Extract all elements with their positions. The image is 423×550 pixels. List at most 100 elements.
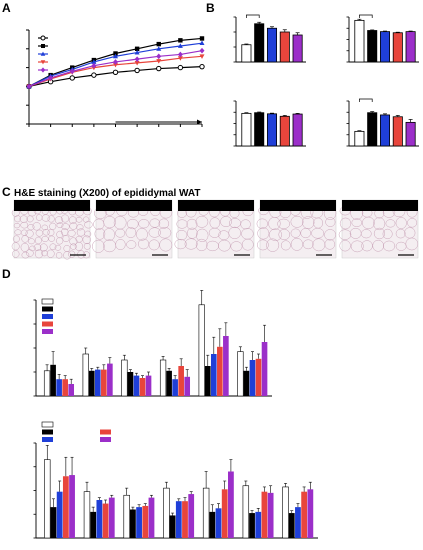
bar-gu: [392, 32, 403, 63]
adipocyte-outline: [21, 251, 30, 259]
adipocyte-outline: [350, 240, 364, 253]
data-point: [69, 75, 75, 81]
legend-swatch: [42, 329, 53, 334]
adipocyte-outline: [67, 229, 76, 237]
legend-swatch: [42, 314, 53, 319]
adipocyte-outline: [228, 226, 241, 239]
adipocyte-outline: [149, 218, 161, 228]
bar-hfd: [166, 370, 172, 396]
adipocyte-outline: [360, 229, 372, 239]
bar-hfdm: [379, 31, 391, 63]
data-point: [113, 51, 118, 56]
adipocyte-outline: [84, 221, 93, 229]
adipocyte-outline: [94, 228, 106, 240]
bar-gu: [279, 115, 290, 147]
legend-swatch: [100, 437, 111, 442]
adipocyte-outline: [159, 238, 173, 252]
adipocyte-outline: [69, 237, 78, 246]
adipocyte-outline: [84, 230, 92, 238]
bar-hfd: [90, 511, 97, 538]
bar-nd: [202, 487, 210, 539]
significance-bracket: [359, 14, 373, 18]
metformin-arrowhead: [197, 119, 202, 125]
bar-gu: [392, 116, 403, 147]
bar-gu: [139, 378, 146, 396]
adipocyte-outline: [351, 218, 363, 227]
bar-gum: [148, 497, 155, 538]
adipocyte-outline: [256, 218, 268, 229]
adipocyte-outline: [302, 239, 314, 250]
adipocyte-outline: [324, 229, 336, 241]
adipocyte-outline: [138, 219, 150, 229]
adipocyte-outline: [176, 219, 188, 229]
adipocyte-outline: [148, 239, 160, 251]
bar-hfd: [367, 30, 378, 63]
bar-hfd: [249, 513, 255, 538]
data-point: [91, 62, 97, 69]
bar-gu: [221, 489, 228, 538]
significance-bracket: [359, 98, 373, 102]
data-point: [199, 36, 205, 41]
bar-gu: [255, 358, 262, 396]
data-point: [156, 41, 161, 47]
legend-marker: [41, 44, 45, 48]
adipocyte-outline: [339, 240, 351, 252]
legend-swatch: [42, 321, 53, 327]
bar-gu: [62, 476, 69, 538]
data-point: [113, 62, 118, 68]
bar-hfdm: [56, 379, 62, 396]
adipocyte-outline: [54, 244, 62, 251]
adipocyte-outline: [103, 216, 116, 229]
adipocyte-outline: [20, 242, 29, 252]
histology-title: H&E staining (X200) of epididymal WAT: [14, 188, 201, 199]
adipocyte-outline: [277, 218, 290, 229]
bar-hfdm: [295, 507, 301, 538]
adipocyte-outline: [186, 218, 198, 230]
data-point: [69, 68, 75, 75]
adipocyte-outline: [395, 228, 406, 239]
histology-label-bg: [14, 200, 90, 211]
adipocyte-outline: [103, 228, 116, 241]
adipocyte-outline: [11, 242, 20, 251]
adipocyte-outline: [278, 228, 290, 241]
adipocyte-outline: [158, 218, 170, 229]
adipocyte-outline: [186, 227, 198, 239]
adipocyte-outline: [32, 222, 41, 231]
adipocyte-outline: [338, 229, 352, 240]
bar-nd: [242, 485, 250, 539]
bar-hfd: [254, 112, 265, 147]
bar-gum: [292, 34, 303, 63]
adipocyte-outline: [28, 238, 35, 245]
legend-swatch: [42, 437, 53, 442]
adipocyte-outline: [339, 217, 352, 230]
adipocyte-outline: [33, 243, 42, 251]
adipocyte-outline: [280, 240, 291, 251]
bar-gum: [228, 471, 234, 538]
bar-hfd: [254, 23, 265, 63]
adipocyte-outline: [12, 250, 20, 258]
adipocyte-outline: [240, 219, 251, 230]
data-point: [177, 43, 183, 48]
adipocyte-outline: [385, 219, 396, 228]
bar-gum: [405, 31, 416, 63]
data-point: [199, 40, 205, 46]
bar-gu: [142, 505, 149, 538]
histology-label-bg: [342, 200, 418, 211]
adipocyte-outline: [47, 215, 55, 223]
adipocyte-outline: [382, 240, 396, 252]
bar-nd: [83, 491, 91, 539]
adipocyte-outline: [195, 215, 209, 228]
adipocyte-outline: [70, 243, 77, 250]
data-point: [113, 53, 118, 59]
bar-hfd: [127, 372, 134, 396]
legend-swatch: [41, 298, 54, 305]
adipocyte-outline: [26, 215, 34, 223]
bar-gum: [107, 363, 113, 396]
bar-gum: [184, 376, 191, 396]
adipocyte-outline: [184, 238, 198, 250]
data-point: [156, 59, 162, 64]
adipocyte-outline: [62, 235, 70, 243]
bar-nd: [237, 351, 244, 397]
bar-gum: [108, 497, 115, 538]
histology-panels: [11, 199, 419, 260]
